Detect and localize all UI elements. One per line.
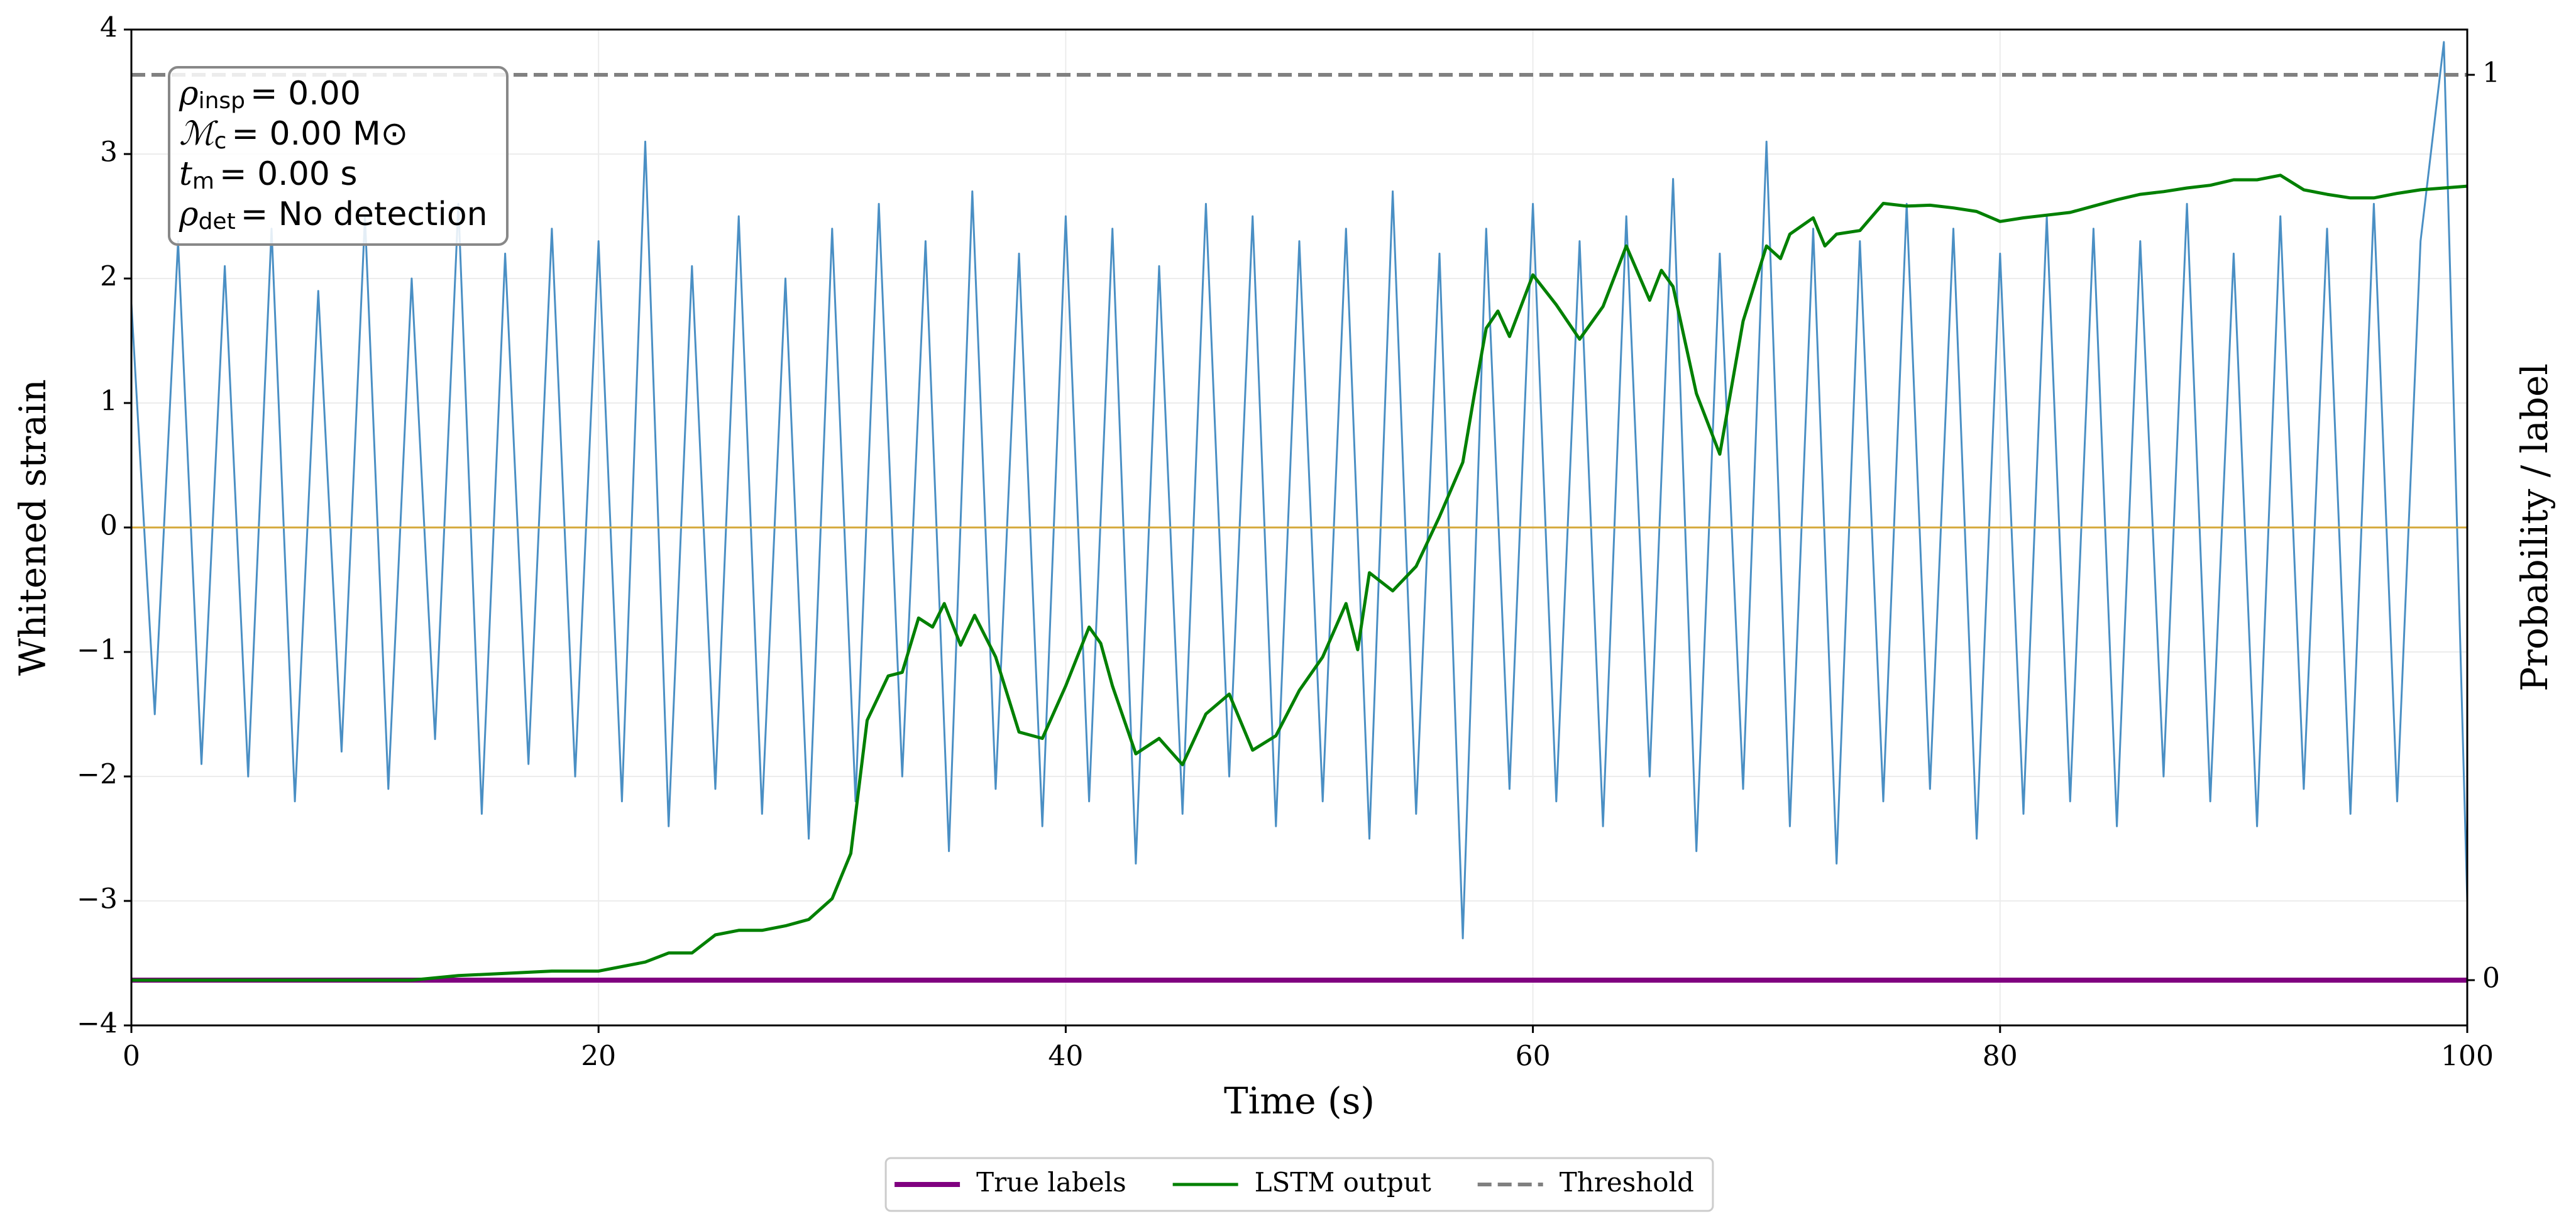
legend-frame	[884, 1157, 1714, 1212]
x-tick-label: 80	[1983, 1041, 2018, 1073]
y-tick-label: −3	[77, 883, 118, 915]
y-tick-label: −2	[77, 759, 118, 791]
annotation-line: ρinsp = 0.00	[179, 75, 361, 114]
x-tick-label: 0	[123, 1041, 140, 1073]
annotation-subscript: det	[199, 209, 236, 235]
y-tick-label: 1	[100, 385, 118, 417]
series-line	[131, 174, 2468, 982]
plot-area	[130, 41, 2469, 983]
x-axis-label: Time (s)	[1224, 1079, 1375, 1122]
legend-label: Threshold	[1560, 1167, 1694, 1198]
legend-label: LSTM output	[1255, 1167, 1431, 1198]
annotation-text: = 0.00 M⊙	[231, 115, 408, 153]
annotation-frame	[168, 66, 509, 246]
annotation-subscript: insp	[199, 88, 245, 114]
x-tick-label: 100	[2441, 1041, 2494, 1073]
annotation-symbol: ρ	[179, 75, 199, 113]
annotation-line: ℳc = 0.00 M⊙	[179, 115, 408, 155]
annotation-text: = 0.00	[250, 75, 361, 113]
annotation-symbol: ℳ	[179, 115, 218, 153]
legend: True labels LSTM output Threshold	[884, 1157, 1714, 1212]
x-tick-label: 20	[581, 1041, 616, 1073]
annotation-text: = 0.00 s	[219, 155, 358, 193]
y2-axis-label: Probability / label	[2513, 363, 2556, 692]
legend-label: True labels	[976, 1167, 1126, 1198]
x-tick-label: 60	[1516, 1041, 1551, 1073]
series-line	[130, 41, 2469, 939]
annotation-text: = No detection	[241, 196, 488, 233]
annotation-subscript: m	[192, 168, 214, 194]
y-tick-label: 4	[100, 12, 118, 44]
y-tick-label: 2	[100, 261, 118, 293]
y-tick-label: −1	[77, 634, 118, 666]
annotation-subscript: c	[214, 128, 227, 154]
y-axis-label: Whitened strain	[11, 379, 54, 676]
annotation-line: tm = 0.00 s	[179, 155, 358, 195]
y-tick-label: 0	[100, 510, 118, 542]
y2-tick-label: 1	[2482, 57, 2500, 89]
y-tick-label: 3	[100, 136, 118, 168]
annotation-line: ρdet = No detection	[179, 196, 488, 235]
y2-tick-label: 0	[2482, 963, 2500, 995]
annotation-symbol: ρ	[179, 196, 199, 233]
y-tick-label: −4	[77, 1008, 118, 1040]
annotation-symbol: t	[179, 155, 192, 193]
x-tick-label: 40	[1048, 1041, 1083, 1073]
